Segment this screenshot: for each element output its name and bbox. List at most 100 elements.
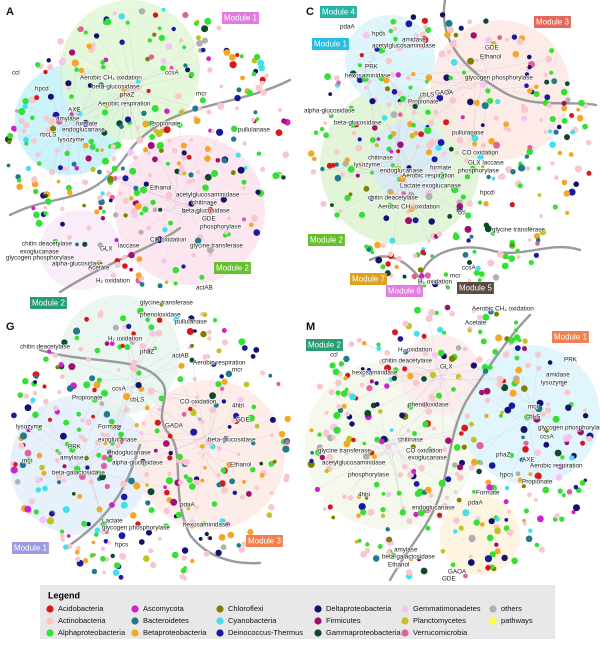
node — [425, 487, 432, 494]
node — [461, 425, 468, 432]
node — [485, 555, 492, 562]
node — [565, 81, 570, 86]
node — [415, 491, 421, 497]
node — [121, 494, 128, 501]
node — [518, 164, 525, 171]
node — [249, 222, 254, 227]
node — [69, 94, 74, 99]
node — [564, 390, 570, 396]
panel-letter: C — [306, 6, 314, 18]
node — [136, 126, 140, 130]
node — [158, 537, 162, 541]
node — [84, 30, 88, 34]
node — [81, 521, 87, 527]
node-label: phaZ — [120, 92, 135, 99]
node — [129, 196, 133, 200]
node — [132, 212, 138, 218]
node — [196, 35, 201, 40]
node — [42, 486, 48, 492]
node — [58, 165, 63, 170]
node — [537, 515, 544, 522]
node — [217, 446, 222, 451]
node — [439, 51, 446, 58]
node-label: ccsA — [462, 265, 476, 272]
node — [255, 190, 260, 195]
node — [549, 141, 556, 148]
node — [402, 366, 407, 371]
node — [549, 48, 554, 53]
legend-swatch — [46, 605, 53, 612]
node — [152, 156, 158, 162]
legend-swatch — [131, 617, 138, 624]
node — [96, 453, 101, 458]
node — [75, 68, 79, 72]
node — [447, 214, 452, 219]
node-label: pullulanase — [452, 130, 484, 137]
node — [43, 399, 49, 405]
node — [216, 158, 221, 163]
node — [562, 118, 568, 124]
node — [561, 89, 568, 96]
node — [117, 368, 121, 372]
node — [496, 381, 503, 388]
node — [72, 59, 79, 66]
node — [573, 181, 579, 187]
node — [471, 32, 477, 38]
node — [25, 404, 32, 411]
node — [251, 215, 258, 222]
node — [193, 329, 197, 333]
node — [396, 149, 400, 153]
node — [140, 186, 147, 193]
node — [375, 257, 382, 264]
node — [357, 338, 362, 343]
node — [503, 127, 507, 131]
node — [159, 35, 165, 41]
node — [462, 445, 467, 450]
node — [411, 72, 415, 76]
node — [61, 538, 65, 542]
node-label: chitinase — [368, 155, 393, 162]
node — [565, 211, 569, 215]
node — [465, 212, 471, 218]
node — [91, 415, 95, 419]
node-label: laccase — [118, 243, 140, 250]
node — [452, 40, 457, 45]
node — [162, 8, 166, 12]
node — [148, 142, 155, 149]
node — [556, 474, 563, 481]
node — [176, 512, 182, 518]
node — [539, 118, 543, 122]
node — [490, 565, 494, 569]
node — [494, 116, 499, 121]
node — [91, 167, 96, 172]
node — [86, 357, 91, 362]
node — [31, 138, 36, 143]
module-label: Module 2 — [308, 341, 341, 350]
node — [377, 137, 381, 141]
node — [119, 553, 126, 560]
node — [544, 80, 549, 85]
node — [459, 26, 464, 31]
node — [242, 345, 248, 351]
node — [82, 437, 87, 442]
node — [329, 389, 335, 395]
node — [380, 507, 385, 512]
legend-label: Cyanobacteria — [228, 616, 277, 625]
node — [463, 252, 469, 258]
node — [15, 109, 19, 113]
node — [152, 33, 156, 37]
node — [208, 253, 212, 257]
node — [544, 130, 548, 134]
node — [222, 158, 228, 164]
node-label: hexosaminidase — [183, 522, 229, 529]
node — [453, 529, 457, 533]
node — [240, 495, 245, 500]
node — [30, 116, 35, 121]
node — [403, 321, 409, 327]
node — [446, 285, 450, 289]
node — [308, 150, 314, 156]
node — [167, 455, 172, 460]
node — [449, 356, 455, 362]
node-label: endoglucanase — [62, 127, 105, 134]
node — [527, 88, 532, 93]
